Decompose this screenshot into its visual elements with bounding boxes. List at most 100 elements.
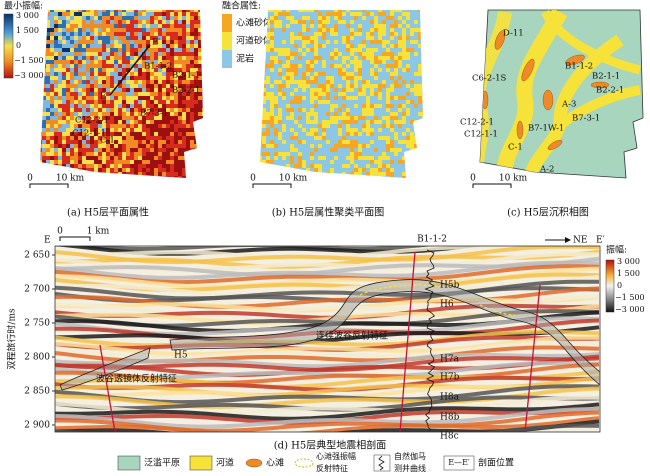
texture-cell: [282, 124, 286, 128]
texture-cell: [422, 160, 423, 164]
texture-cell: [194, 120, 198, 124]
texture-cell: [62, 104, 66, 108]
texture-cell: [154, 148, 158, 152]
texture-cell: [294, 152, 298, 156]
texture-cell: [302, 56, 306, 60]
texture-cell: [122, 20, 126, 24]
texture-cell: [290, 112, 294, 116]
texture-cell: [134, 52, 138, 56]
texture-cell: [186, 72, 190, 76]
texture-cell: [374, 24, 378, 28]
texture-cell: [314, 172, 318, 176]
texture-cell: [190, 72, 194, 76]
texture-cell: [370, 64, 374, 68]
texture-cell: [62, 64, 66, 68]
texture-cell: [146, 36, 150, 40]
texture-cell: [402, 104, 406, 108]
texture-cell: [366, 44, 370, 48]
texture-cell: [190, 60, 194, 64]
texture-cell: [362, 112, 366, 116]
texture-cell: [158, 176, 162, 178]
texture-cell: [386, 120, 390, 124]
texture-cell: [90, 48, 94, 52]
texture-cell: [390, 80, 394, 84]
texture-cell: [82, 16, 86, 20]
texture-cell: [46, 80, 50, 84]
texture-cell: [58, 144, 62, 148]
texture-cell: [310, 96, 314, 100]
texture-cell: [310, 36, 314, 40]
texture-cell: [394, 168, 398, 172]
texture-cell: [298, 132, 302, 136]
texture-cell: [122, 32, 126, 36]
texture-cell: [274, 136, 278, 140]
texture-cell: [394, 24, 398, 28]
texture-cell: [94, 136, 98, 140]
texture-cell: [106, 12, 110, 16]
texture-cell: [262, 168, 266, 172]
texture-cell: [114, 32, 118, 36]
texture-cell: [186, 56, 190, 60]
texture-cell: [94, 24, 98, 28]
texture-cell: [146, 44, 150, 48]
texture-cell: [386, 88, 390, 92]
texture-cell: [90, 180, 94, 184]
texture-cell: [202, 40, 203, 44]
texture-cell: [138, 100, 142, 104]
texture-cell: [274, 36, 278, 40]
texture-cell: [178, 172, 182, 176]
texture-cell: [290, 96, 294, 100]
amplitude-map: [40, 10, 203, 184]
texture-cell: [298, 52, 302, 56]
texture-cell: [306, 64, 310, 68]
texture-cell: [314, 40, 318, 44]
texture-cell: [362, 10, 366, 12]
texture-cell: [114, 80, 118, 84]
texture-cell: [366, 160, 370, 164]
texture-cell: [306, 120, 310, 124]
texture-cell: [202, 152, 203, 156]
texture-cell: [130, 28, 134, 32]
texture-cell: [262, 152, 266, 156]
texture-cell: [382, 124, 386, 128]
texture-cell: [158, 88, 162, 92]
texture-cell: [406, 164, 410, 168]
texture-cell: [98, 44, 102, 48]
texture-cell: [422, 124, 423, 128]
texture-cell: [306, 12, 310, 16]
texture-cell: [410, 136, 414, 140]
texture-cell: [198, 100, 202, 104]
texture-cell: [282, 16, 286, 20]
texture-cell: [110, 180, 114, 184]
texture-cell: [62, 136, 66, 140]
texture-cell: [162, 60, 166, 64]
texture-cell: [358, 168, 362, 172]
texture-cell: [98, 96, 102, 100]
texture-cell: [262, 76, 266, 80]
texture-cell: [310, 148, 314, 152]
texture-cell: [118, 124, 122, 128]
texture-cell: [154, 28, 158, 32]
texture-cell: [66, 84, 70, 88]
texture-cell: [58, 120, 62, 124]
texture-cell: [322, 60, 326, 64]
texture-cell: [362, 152, 366, 156]
texture-cell: [330, 144, 334, 148]
texture-cell: [70, 20, 74, 24]
texture-cell: [286, 56, 290, 60]
texture-cell: [198, 28, 202, 32]
texture-cell: [278, 68, 282, 72]
texture-cell: [382, 76, 386, 80]
texture-cell: [278, 136, 282, 140]
texture-cell: [326, 112, 330, 116]
texture-cell: [350, 152, 354, 156]
texture-cell: [286, 80, 290, 84]
texture-cell: [134, 92, 138, 96]
texture-cell: [74, 60, 78, 64]
texture-cell: [78, 52, 82, 56]
texture-cell: [326, 128, 330, 132]
texture-cell: [422, 84, 423, 88]
texture-cell: [98, 56, 102, 60]
texture-cell: [294, 168, 298, 172]
texture-cell: [262, 120, 266, 124]
